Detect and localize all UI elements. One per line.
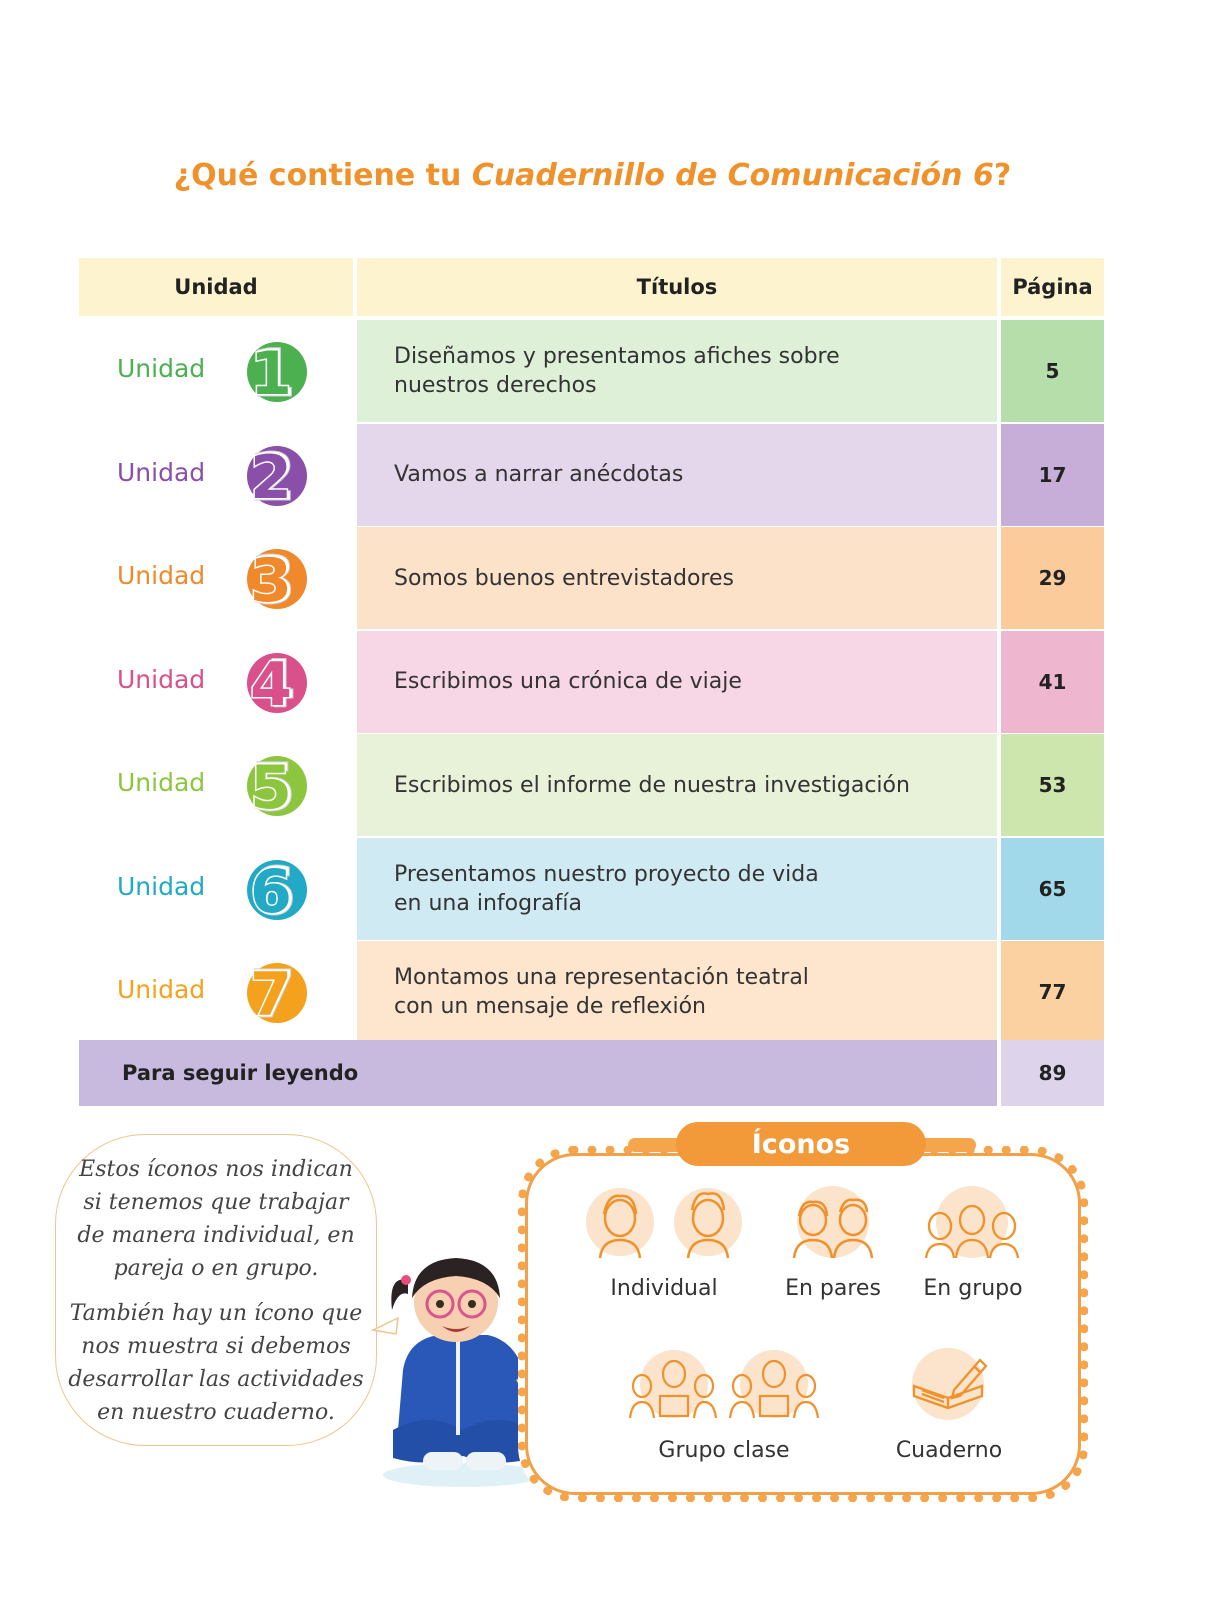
unit-number: 4 bbox=[250, 646, 296, 723]
header-page: Página bbox=[1001, 258, 1104, 316]
extra-row: Para seguir leyendo 89 bbox=[79, 1040, 1104, 1106]
title-cell: Vamos a narrar anécdotas bbox=[357, 423, 997, 526]
en-grupo-icon bbox=[924, 1186, 1020, 1259]
unit-number-badge: 4 4 bbox=[247, 645, 307, 723]
extra-page: 89 bbox=[1001, 1040, 1104, 1106]
individual-icon bbox=[586, 1188, 742, 1259]
unit-number-fill: 7 bbox=[250, 960, 292, 1030]
grupo-clase-label: Grupo clase bbox=[658, 1438, 790, 1463]
unit-number-fill: 3 bbox=[250, 546, 292, 616]
page-cell: 17 bbox=[1001, 423, 1104, 526]
unit-number: 2 bbox=[250, 439, 296, 516]
page-cell: 65 bbox=[1001, 837, 1104, 940]
unit-number: 7 bbox=[250, 956, 296, 1033]
speech-bubble: Estos íconos nos indican si tenemos que t… bbox=[55, 1134, 377, 1446]
unit-cell: Unidad 4 4 bbox=[79, 631, 353, 733]
unit-number: 5 bbox=[250, 749, 296, 826]
title-cell: Presentamos nuestro proyecto de vida en u… bbox=[357, 837, 997, 940]
unit-label: Unidad bbox=[117, 975, 206, 1004]
bubble-paragraph-2: También hay un ícono que nos muestra si d… bbox=[68, 1301, 364, 1425]
en-pares-label: En pares bbox=[785, 1276, 881, 1301]
individual-label: Individual bbox=[610, 1276, 718, 1301]
unit-number-badge: 3 3 bbox=[247, 542, 307, 620]
unit-number-badge: 6 6 bbox=[247, 852, 307, 930]
header-unit: Unidad bbox=[79, 258, 353, 316]
unit-label: Unidad bbox=[117, 457, 206, 487]
unit-cell: Unidad 6 6 bbox=[79, 838, 353, 940]
title-cell: Montamos una representación teatral con u… bbox=[357, 941, 997, 1043]
unit-label: Unidad bbox=[117, 561, 206, 590]
unit-number-badge: 7 7 bbox=[247, 956, 307, 1034]
unit-number-badge: 2 2 bbox=[247, 438, 307, 516]
unit-label: Unidad bbox=[117, 768, 206, 797]
page-cell: 5 bbox=[1001, 320, 1104, 422]
unit-number-badge: 5 5 bbox=[247, 749, 307, 827]
girl-illustration bbox=[370, 1258, 543, 1487]
cuaderno-label: Cuaderno bbox=[895, 1438, 1003, 1463]
title-cell: Escribimos el informe de nuestra investi… bbox=[357, 734, 997, 836]
page-cell: 29 bbox=[1001, 527, 1104, 629]
unit-number: 6 bbox=[250, 853, 296, 930]
table-row: Unidad 4 4 Escribimos una crónica de via… bbox=[79, 630, 1104, 733]
page-cell: 41 bbox=[1001, 630, 1104, 733]
unit-cell: Unidad 1 1 bbox=[79, 320, 353, 422]
title-cell: Diseñamos y presentamos afiches sobre nue… bbox=[357, 320, 997, 422]
icons-title: Íconos bbox=[676, 1122, 926, 1166]
header-titles: Títulos bbox=[357, 258, 997, 316]
unit-number: 1 bbox=[250, 335, 296, 412]
title-cell: Escribimos una crónica de viaje bbox=[357, 630, 997, 733]
unit-label: Unidad bbox=[117, 354, 206, 383]
unit-label: Unidad bbox=[117, 664, 206, 694]
unit-number-fill: 1 bbox=[250, 339, 292, 409]
unit-number-fill: 4 bbox=[250, 650, 292, 720]
table-row: Unidad 7 7 Montamos una representación t… bbox=[79, 941, 1104, 1043]
unit-cell: Unidad 2 2 bbox=[79, 424, 353, 526]
cuaderno-icon bbox=[912, 1348, 988, 1420]
unit-cell: Unidad 5 5 bbox=[79, 734, 353, 836]
extra-label: Para seguir leyendo bbox=[79, 1040, 997, 1106]
grupo-clase-icon bbox=[628, 1350, 820, 1419]
table-row: Unidad 2 2 Vamos a narrar anécdotas 17 bbox=[79, 423, 1104, 526]
bubble-paragraph-1: Estos íconos nos indican si tenemos que t… bbox=[77, 1157, 355, 1281]
unit-number-fill: 2 bbox=[250, 443, 292, 513]
unit-cell: Unidad 7 7 bbox=[79, 941, 353, 1043]
unit-cell: Unidad 3 3 bbox=[79, 527, 353, 629]
unit-label: Unidad bbox=[117, 871, 206, 901]
table-row: Unidad 3 3 Somos buenos entrevistadores … bbox=[79, 527, 1104, 629]
unit-number-fill: 6 bbox=[250, 857, 292, 927]
page-title: ¿Qué contiene tu Cuadernillo de Comunica… bbox=[173, 158, 1012, 193]
title-cell: Somos buenos entrevistadores bbox=[357, 527, 997, 629]
en-grupo-label: En grupo bbox=[923, 1276, 1023, 1301]
table-row: Unidad 6 6 Presentamos nuestro proyecto … bbox=[79, 837, 1104, 940]
page-cell: 53 bbox=[1001, 734, 1104, 836]
table-row: Unidad 1 1 Diseñamos y presentamos afich… bbox=[79, 320, 1104, 422]
en-pares-icon bbox=[792, 1186, 874, 1259]
unit-number: 3 bbox=[250, 542, 296, 619]
unit-number-badge: 1 1 bbox=[247, 335, 307, 413]
page-cell: 77 bbox=[1001, 941, 1104, 1043]
table-row: Unidad 5 5 Escribimos el informe de nues… bbox=[79, 734, 1104, 836]
unit-number-fill: 5 bbox=[250, 753, 292, 823]
